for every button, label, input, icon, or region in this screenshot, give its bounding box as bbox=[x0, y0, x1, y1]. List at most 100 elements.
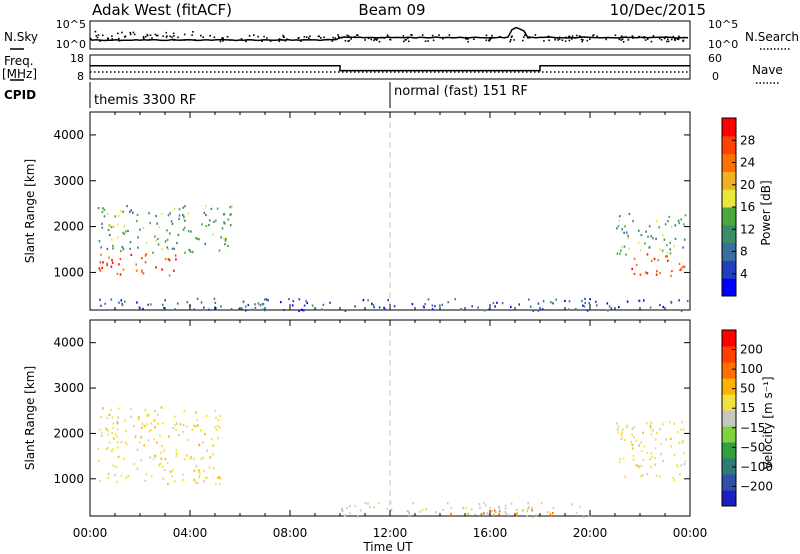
noise-dot bbox=[240, 38, 243, 40]
data-cell bbox=[251, 308, 254, 311]
data-cell bbox=[169, 212, 171, 215]
data-cell bbox=[427, 298, 430, 301]
noise-dot bbox=[432, 39, 435, 42]
data-cell bbox=[176, 302, 179, 305]
data-cell bbox=[176, 452, 178, 455]
data-cell bbox=[655, 237, 657, 240]
data-cell bbox=[498, 510, 501, 513]
data-cell bbox=[619, 252, 621, 255]
data-cell bbox=[99, 298, 101, 301]
data-cell bbox=[631, 447, 634, 450]
data-cell bbox=[130, 407, 132, 411]
noise-dot bbox=[102, 34, 104, 37]
data-cell bbox=[204, 476, 207, 479]
data-cell bbox=[123, 458, 125, 461]
noise-dot bbox=[367, 37, 370, 40]
data-cell bbox=[479, 506, 481, 509]
noise-dot bbox=[405, 38, 407, 41]
data-cell bbox=[141, 269, 143, 272]
data-cell bbox=[101, 211, 104, 214]
data-cell bbox=[618, 219, 620, 222]
data-cell bbox=[245, 309, 247, 312]
noise-dot bbox=[627, 39, 630, 41]
data-cell bbox=[145, 241, 148, 244]
x-tick-label: 00:00 bbox=[673, 526, 708, 540]
data-cell bbox=[123, 232, 125, 235]
data-cell bbox=[659, 271, 661, 275]
colorbar-frame bbox=[721, 329, 737, 507]
noise-dot bbox=[618, 38, 621, 41]
colorbar-cell bbox=[722, 224, 736, 244]
noise-dot bbox=[117, 32, 119, 35]
data-cell bbox=[661, 249, 664, 252]
data-cell bbox=[676, 430, 679, 433]
data-cell bbox=[111, 450, 113, 453]
data-cell bbox=[669, 252, 672, 255]
data-cell bbox=[683, 452, 685, 455]
data-cell bbox=[584, 297, 586, 300]
data-cell bbox=[97, 207, 100, 210]
data-cell bbox=[190, 230, 192, 233]
noise-dot bbox=[129, 33, 132, 36]
data-cell bbox=[665, 244, 668, 247]
data-cell bbox=[627, 237, 629, 240]
data-cell bbox=[261, 308, 264, 311]
data-cell bbox=[532, 515, 534, 518]
data-cell bbox=[161, 212, 163, 216]
data-cell bbox=[650, 259, 653, 262]
noise-dot bbox=[370, 38, 372, 41]
data-cell bbox=[171, 222, 174, 226]
colorbar-tick-label: 100 bbox=[740, 362, 763, 376]
data-cell bbox=[643, 299, 645, 302]
noise-dot bbox=[263, 35, 265, 38]
data-cell bbox=[163, 469, 166, 472]
colorbar-tick-label: 50 bbox=[740, 382, 755, 396]
data-cell bbox=[504, 510, 507, 513]
data-cell bbox=[621, 228, 623, 231]
data-cell bbox=[638, 466, 641, 469]
data-cell bbox=[431, 304, 434, 307]
data-cell bbox=[110, 225, 113, 229]
data-cell bbox=[117, 214, 120, 217]
data-cell bbox=[154, 426, 156, 429]
data-cell bbox=[212, 453, 214, 456]
data-cell bbox=[121, 302, 123, 305]
data-cell bbox=[579, 505, 581, 508]
noise-dot bbox=[582, 39, 584, 41]
data-cell bbox=[621, 435, 623, 438]
noise-dot bbox=[97, 34, 100, 36]
data-cell bbox=[434, 305, 436, 308]
data-cell bbox=[640, 234, 643, 237]
noise-dot bbox=[631, 35, 634, 37]
data-cell bbox=[673, 453, 676, 456]
data-cell bbox=[528, 298, 530, 301]
data-cell bbox=[166, 461, 169, 464]
data-cell bbox=[659, 427, 661, 431]
data-cell bbox=[546, 511, 549, 514]
data-cell bbox=[111, 448, 114, 451]
data-cell bbox=[209, 219, 211, 222]
data-cell bbox=[575, 308, 577, 311]
data-cell bbox=[623, 245, 626, 248]
data-cell bbox=[150, 422, 152, 425]
power-colorbar bbox=[721, 117, 737, 297]
noise-dot bbox=[346, 34, 349, 37]
data-cell bbox=[108, 441, 111, 444]
data-cell bbox=[120, 441, 123, 444]
data-cell bbox=[254, 303, 256, 306]
data-cell bbox=[173, 247, 176, 250]
data-cell bbox=[393, 305, 396, 308]
data-cell bbox=[155, 239, 157, 242]
data-cell bbox=[618, 461, 621, 464]
data-cell bbox=[142, 272, 145, 275]
noise-dot bbox=[111, 35, 113, 37]
x-tick-label: 12:00 bbox=[373, 526, 408, 540]
data-cell bbox=[214, 426, 216, 429]
data-cell bbox=[163, 306, 165, 309]
data-cell bbox=[654, 438, 657, 441]
noise-dot bbox=[269, 40, 272, 42]
noise-dot bbox=[558, 38, 561, 40]
data-cell bbox=[625, 231, 628, 234]
data-cell bbox=[100, 253, 102, 256]
data-cell bbox=[516, 512, 518, 515]
